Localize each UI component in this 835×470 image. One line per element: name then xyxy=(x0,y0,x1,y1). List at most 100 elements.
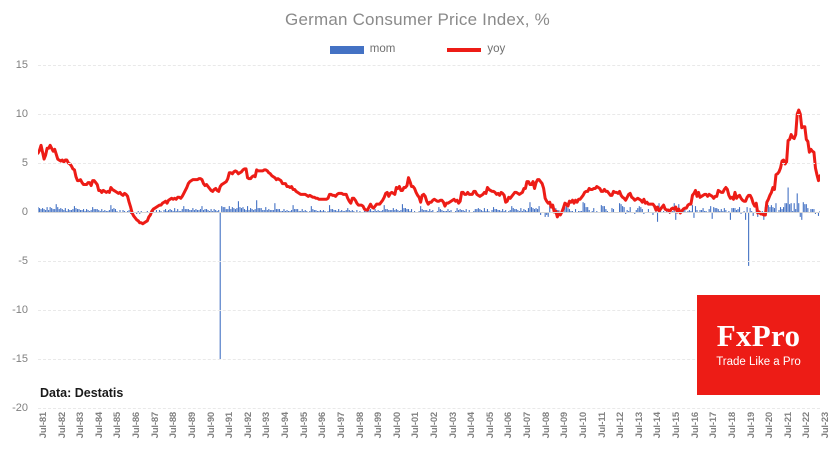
mom-bar xyxy=(720,209,722,212)
mom-bar xyxy=(582,202,584,212)
mom-bar xyxy=(301,209,303,212)
mom-bar xyxy=(663,211,665,212)
mom-bar xyxy=(60,208,62,212)
mom-bar xyxy=(492,207,495,212)
mom-bar xyxy=(319,210,321,212)
mom-bar xyxy=(245,210,247,212)
mom-bar xyxy=(253,210,255,212)
x-tick-label: Jul-91 xyxy=(224,412,236,439)
mom-bar xyxy=(351,210,353,212)
mom-bar xyxy=(400,210,402,212)
mom-bar xyxy=(701,210,703,212)
mom-bar xyxy=(55,204,57,212)
mom-bar xyxy=(514,209,516,212)
mom-bar xyxy=(752,212,754,216)
mom-bar xyxy=(389,210,391,212)
mom-bar xyxy=(137,211,139,212)
mom-bar xyxy=(38,208,41,212)
mom-bar xyxy=(579,211,581,212)
x-tick-label: Jul-17 xyxy=(708,412,720,439)
legend-item-yoy[interactable]: yoy xyxy=(447,43,505,56)
mom-bar xyxy=(368,210,370,212)
mom-bar xyxy=(315,210,317,212)
mom-bar xyxy=(240,208,243,212)
mom-bar xyxy=(429,209,431,212)
mom-bar xyxy=(684,208,686,212)
mom-bar xyxy=(99,211,101,212)
mom-bar xyxy=(160,211,162,212)
mom-bar xyxy=(731,208,733,212)
mom-bar xyxy=(477,208,479,212)
mom-bar xyxy=(377,210,379,212)
mom-bar xyxy=(225,209,227,212)
mom-bar xyxy=(485,211,487,212)
gridline--5 xyxy=(38,261,820,262)
mom-bar xyxy=(476,209,478,212)
mom-bar xyxy=(421,209,423,212)
mom-bar xyxy=(486,209,489,212)
mom-bar xyxy=(761,211,763,212)
mom-bar xyxy=(322,210,325,212)
fxpro-logo[interactable]: FxPro Trade Like a Pro xyxy=(697,295,820,395)
mom-bar xyxy=(596,211,598,212)
mom-bar xyxy=(228,206,230,212)
x-tick-label: Jul-15 xyxy=(671,412,683,439)
mom-bar xyxy=(790,203,792,212)
y-tick-label: -20 xyxy=(12,402,28,414)
x-tick-label: Jul-86 xyxy=(131,412,143,439)
mom-bar xyxy=(324,211,326,212)
mom-bar xyxy=(78,209,80,212)
mom-bar xyxy=(533,209,536,212)
mom-bar xyxy=(86,209,88,212)
mom-bar xyxy=(584,203,586,212)
mom-bar xyxy=(177,209,179,212)
mom-bar xyxy=(461,210,463,212)
mom-bar xyxy=(256,200,258,212)
mom-bar xyxy=(635,210,637,212)
x-tick-label: Jul-16 xyxy=(689,412,701,439)
mom-bar xyxy=(482,211,484,212)
mom-bar xyxy=(128,210,130,212)
mom-bar xyxy=(105,211,107,212)
x-tick-label: Jul-22 xyxy=(801,412,813,439)
mom-bar xyxy=(474,209,476,212)
x-tick-label: Jul-97 xyxy=(335,412,347,439)
mom-bar xyxy=(717,209,719,212)
mom-bar xyxy=(321,211,323,212)
mom-bar xyxy=(54,209,56,212)
logo-wordmark: FxPro xyxy=(716,318,801,353)
mom-bar xyxy=(43,209,45,212)
mom-bar xyxy=(184,209,186,212)
mom-bar xyxy=(716,208,718,212)
legend-item-mom[interactable]: mom xyxy=(329,43,395,56)
mom-bar xyxy=(647,209,649,212)
mom-bar xyxy=(348,210,350,212)
mom-bar xyxy=(312,209,314,212)
mom-bar xyxy=(606,211,608,212)
mom-bar xyxy=(275,209,277,212)
mom-bar xyxy=(798,203,800,212)
mom-bar xyxy=(380,211,382,212)
mom-bar xyxy=(652,212,654,215)
chart-title: German Consumer Price Index, % xyxy=(285,10,550,29)
mom-bar xyxy=(459,209,461,212)
mom-bar xyxy=(272,210,274,212)
mom-bar xyxy=(688,210,690,212)
mom-bar xyxy=(491,210,493,212)
mom-bar xyxy=(262,210,264,212)
mom-bar xyxy=(585,207,587,212)
gridline--10 xyxy=(38,310,820,311)
logo-tagline: Trade Like a Pro xyxy=(716,356,801,368)
mom-bar xyxy=(209,211,211,212)
mom-bar xyxy=(376,211,378,212)
mom-bar xyxy=(418,211,420,212)
mom-bar xyxy=(101,209,103,212)
mom-bar xyxy=(114,209,116,212)
mom-bar xyxy=(236,208,238,212)
mom-bar xyxy=(248,210,250,212)
mom-bar xyxy=(353,211,355,212)
mom-bar xyxy=(67,209,69,212)
mom-bar xyxy=(795,209,797,212)
mom-bar xyxy=(438,207,440,212)
mom-bar xyxy=(49,207,51,212)
